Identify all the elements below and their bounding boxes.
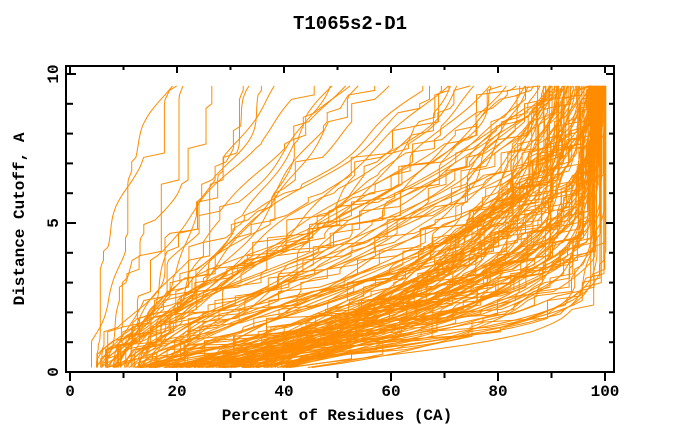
model-curve xyxy=(117,85,550,368)
model-curve xyxy=(107,85,184,368)
model-curve xyxy=(130,85,424,368)
model-curve xyxy=(252,85,600,368)
x-tick-label: 20 xyxy=(167,383,186,401)
y-tick-label: 10 xyxy=(45,64,63,83)
y-axis-tick-labels: 0 5 10 xyxy=(45,64,63,376)
plot-border xyxy=(65,65,615,373)
model-curve xyxy=(285,85,579,368)
model-curve xyxy=(96,85,177,368)
model-curve xyxy=(132,85,449,368)
model-curve xyxy=(91,85,173,368)
model-curve xyxy=(290,85,602,368)
model-curve xyxy=(97,85,250,368)
model-curve xyxy=(139,85,593,368)
model-curve xyxy=(163,85,601,368)
model-curve xyxy=(115,85,551,368)
y-axis-label: Distance Cutoff, A xyxy=(11,132,29,305)
model-curve xyxy=(134,85,430,368)
model-curve xyxy=(168,85,591,368)
model-curve xyxy=(140,85,458,368)
model-curve xyxy=(140,85,502,368)
model-curve xyxy=(263,85,573,368)
x-tick-label: 60 xyxy=(381,383,400,401)
model-curve xyxy=(106,85,540,368)
axis-ticks xyxy=(66,66,614,381)
model-curve xyxy=(285,85,606,368)
model-curve xyxy=(113,85,475,368)
x-tick-label: 40 xyxy=(274,383,293,401)
model-curve xyxy=(100,85,262,368)
model-curve xyxy=(267,85,595,368)
model-curve xyxy=(116,85,591,368)
model-curve xyxy=(114,85,583,368)
model-curve xyxy=(105,85,315,368)
model-curve xyxy=(140,85,607,368)
model-curve xyxy=(283,85,591,368)
model-curve xyxy=(101,85,351,368)
model-curve xyxy=(119,85,376,368)
model-curve xyxy=(245,85,597,368)
x-tick-label: 100 xyxy=(591,383,620,401)
model-curve xyxy=(138,85,546,368)
model-curve xyxy=(171,85,566,368)
x-axis-label: Percent of Residues (CA) xyxy=(222,407,452,425)
model-curve xyxy=(100,85,213,368)
model-curve xyxy=(218,85,589,368)
model-curve xyxy=(155,85,568,368)
model-curve xyxy=(125,85,555,368)
x-axis-tick-labels: 0 20 40 60 80 100 xyxy=(65,383,619,401)
model-curve xyxy=(151,85,547,368)
chart-title: T1065s2-D1 xyxy=(293,13,407,35)
model-curve xyxy=(170,85,544,368)
model-curve xyxy=(108,85,507,368)
model-curve xyxy=(138,85,551,368)
model-curve xyxy=(145,85,595,368)
model-curve xyxy=(105,85,244,368)
model-curve xyxy=(128,85,529,368)
model-curve xyxy=(106,85,331,368)
model-curve xyxy=(258,85,565,368)
model-curve xyxy=(193,85,596,368)
model-curve xyxy=(188,85,592,368)
y-tick-label: 0 xyxy=(45,367,63,377)
x-tick-label: 0 xyxy=(65,383,75,401)
model-curve xyxy=(141,85,599,368)
model-curve xyxy=(257,85,591,368)
model-curve xyxy=(144,85,581,368)
model-curves xyxy=(91,85,607,368)
model-curve xyxy=(180,85,599,368)
model-curve xyxy=(173,85,563,368)
model-curve xyxy=(156,85,526,368)
model-curve xyxy=(113,85,600,368)
model-curve xyxy=(127,85,451,368)
y-tick-label: 5 xyxy=(45,218,63,228)
x-tick-label: 80 xyxy=(488,383,507,401)
